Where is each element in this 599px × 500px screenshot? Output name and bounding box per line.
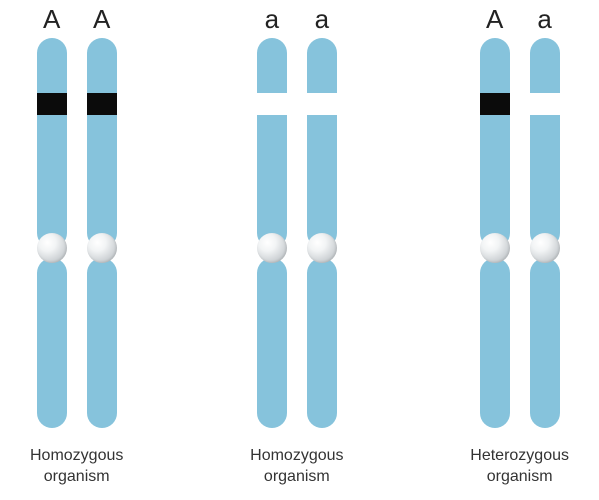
allele-band <box>37 93 67 115</box>
centromere <box>307 233 337 263</box>
chromosome-arm-bottom <box>530 258 560 428</box>
centromere <box>37 233 67 263</box>
chromosome-column: A <box>87 0 117 428</box>
chromosome-arm-top <box>87 38 117 248</box>
group-heterozygous: Aa Heterozygous organism <box>470 0 569 488</box>
chromosome-arm-top <box>37 38 67 248</box>
chromosome-arm-bottom <box>307 258 337 428</box>
centromere <box>87 233 117 263</box>
chromosome-pair: AA <box>37 0 117 428</box>
chromosome-arm-top <box>307 38 337 248</box>
allele-label: a <box>265 0 279 38</box>
chromosome <box>480 38 510 428</box>
chromosome <box>37 38 67 428</box>
chromosome-arm-bottom <box>257 258 287 428</box>
allele-label: A <box>486 0 503 38</box>
group-homozygous-recessive: aa Homozygous organism <box>250 0 343 488</box>
allele-band <box>480 93 510 115</box>
centromere <box>480 233 510 263</box>
chromosome-arm-bottom <box>480 258 510 428</box>
group-homozygous-dominant: AA Homozygous organism <box>30 0 123 488</box>
group-caption: Homozygous organism <box>30 446 123 488</box>
chromosome-column: a <box>530 0 560 428</box>
chromosome-column: a <box>307 0 337 428</box>
chromosome <box>307 38 337 428</box>
allele-label: A <box>93 0 110 38</box>
chromosome <box>257 38 287 428</box>
chromosome-column: A <box>37 0 67 428</box>
group-caption: Heterozygous organism <box>470 446 569 488</box>
chromosome-arm-top <box>480 38 510 248</box>
chromosome-column: a <box>257 0 287 428</box>
chromosome-pair: Aa <box>480 0 560 428</box>
chromosome-column: A <box>480 0 510 428</box>
allele-band <box>257 93 287 115</box>
allele-band <box>87 93 117 115</box>
allele-band <box>307 93 337 115</box>
allele-label: A <box>43 0 60 38</box>
chromosome <box>87 38 117 428</box>
centromere <box>257 233 287 263</box>
chromosome-pair: aa <box>257 0 337 428</box>
chromosome-arm-top <box>257 38 287 248</box>
chromosome <box>530 38 560 428</box>
centromere <box>530 233 560 263</box>
allele-label: a <box>537 0 551 38</box>
diagram-container: AAHomozygous organismaaHomozygous organi… <box>0 0 599 488</box>
allele-label: a <box>315 0 329 38</box>
chromosome-arm-bottom <box>87 258 117 428</box>
chromosome-arm-bottom <box>37 258 67 428</box>
chromosome-arm-top <box>530 38 560 248</box>
group-caption: Homozygous organism <box>250 446 343 488</box>
allele-band <box>530 93 560 115</box>
